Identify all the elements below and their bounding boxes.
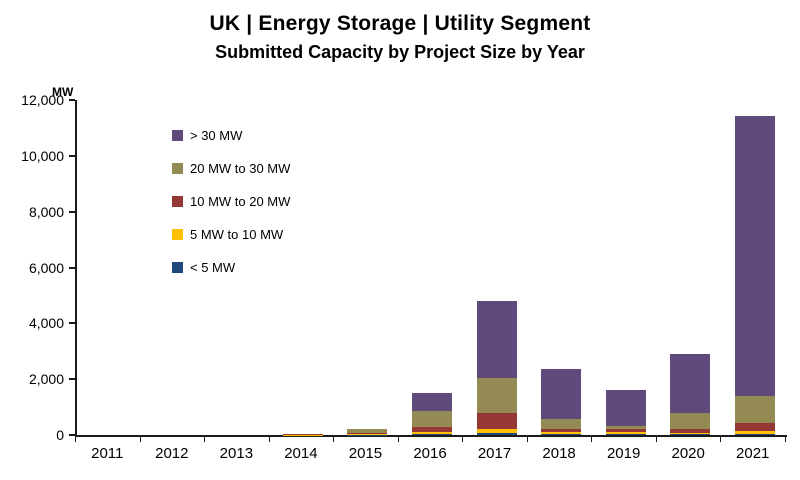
bar-segment bbox=[541, 428, 582, 433]
bar-segment bbox=[476, 301, 517, 379]
y-tick-label: 0 bbox=[56, 427, 64, 443]
bar-segment bbox=[541, 418, 582, 429]
x-axis-label: 2012 bbox=[155, 445, 189, 462]
bar-segment bbox=[476, 432, 517, 435]
x-axis-label: 2020 bbox=[671, 445, 705, 462]
y-tick-mark bbox=[69, 434, 75, 436]
bar-segment bbox=[734, 395, 775, 423]
bar-segment bbox=[282, 433, 323, 435]
chart-subtitle: Submitted Capacity by Project Size by Ye… bbox=[215, 42, 585, 62]
x-tick-mark bbox=[75, 437, 76, 442]
legend-item: > 30 MW bbox=[172, 128, 290, 143]
y-tick-mark bbox=[69, 210, 75, 213]
legend-label: 5 MW to 10 MW bbox=[190, 227, 284, 242]
legend-item: 20 MW to 30 MW bbox=[172, 161, 290, 176]
chart-legend: > 30 MW 20 MW to 30 MW 10 MW to 20 MW 5 MW … bbox=[172, 128, 290, 293]
bar-segment bbox=[605, 434, 646, 435]
x-tick-mark bbox=[204, 437, 206, 442]
legend-swatch-icon bbox=[172, 163, 183, 174]
y-tick-label: 6,000 bbox=[28, 259, 64, 276]
legend-swatch-icon bbox=[172, 196, 183, 207]
x-axis-label: 2017 bbox=[477, 445, 512, 462]
x-axis-label: 2019 bbox=[606, 445, 641, 462]
y-tick-label: 8,000 bbox=[28, 203, 64, 220]
legend-swatch-icon bbox=[172, 130, 183, 141]
plot-area: > 30 MW 20 MW to 30 MW 10 MW to 20 MW 5 MW … bbox=[75, 100, 787, 437]
x-axis-label: 2016 bbox=[413, 445, 447, 462]
legend-swatch-icon bbox=[172, 229, 183, 240]
bar-segment bbox=[412, 431, 452, 435]
y-tick-label: 2,000 bbox=[28, 371, 64, 388]
y-tick-mark bbox=[69, 154, 75, 157]
bar-segment bbox=[734, 430, 775, 435]
legend-item: < 5 MW bbox=[172, 260, 290, 275]
legend-label: 10 MW to 20 MW bbox=[190, 194, 291, 209]
y-tick-mark bbox=[69, 322, 75, 325]
x-tick-mark bbox=[397, 437, 399, 442]
x-tick-mark bbox=[655, 437, 657, 442]
y-tick-label: 12,000 bbox=[21, 92, 64, 108]
bar-segment bbox=[605, 432, 646, 435]
bar-segment bbox=[541, 432, 582, 435]
x-tick-mark bbox=[139, 437, 141, 442]
bar-segment bbox=[541, 434, 582, 435]
bar-segment bbox=[541, 368, 582, 419]
bar-segment bbox=[476, 413, 517, 429]
bar-segment bbox=[476, 378, 517, 414]
y-tick-mark bbox=[69, 99, 75, 101]
bar-segment bbox=[412, 392, 452, 411]
x-tick-mark bbox=[785, 437, 786, 442]
bar-segment bbox=[412, 410, 452, 428]
legend-label: < 5 MW bbox=[190, 260, 236, 275]
x-axis-label: 2015 bbox=[348, 445, 383, 462]
bar-segment bbox=[670, 432, 711, 435]
legend-label: > 30 MW bbox=[190, 128, 243, 143]
bar-segment bbox=[412, 434, 452, 435]
x-tick-mark bbox=[462, 437, 464, 442]
bar-segment bbox=[734, 434, 775, 435]
x-axis-label: 2011 bbox=[91, 445, 124, 462]
y-tick-mark bbox=[69, 378, 75, 381]
bar-segment bbox=[347, 434, 388, 435]
bar-segment bbox=[670, 434, 711, 435]
x-tick-mark bbox=[333, 437, 335, 442]
y-tick-mark bbox=[69, 266, 75, 269]
legend-label: 20 MW to 30 MW bbox=[190, 161, 291, 176]
bar-segment bbox=[347, 429, 388, 434]
x-axis-label: 2021 bbox=[736, 445, 770, 462]
x-tick-mark bbox=[268, 437, 270, 442]
bar-segment bbox=[670, 353, 711, 414]
bar-segment bbox=[347, 433, 388, 435]
legend-item: 5 MW to 10 MW bbox=[172, 227, 290, 242]
x-tick-mark bbox=[591, 437, 593, 442]
y-axis-unit-label: MW bbox=[52, 85, 74, 99]
bar-segment bbox=[670, 413, 711, 429]
legend-swatch-icon bbox=[172, 262, 183, 273]
chart-title: UK | Energy Storage | Utility Segment bbox=[209, 12, 591, 35]
bar-segment bbox=[734, 423, 775, 431]
x-axis-label: 2013 bbox=[219, 445, 254, 462]
bar-segment bbox=[476, 428, 517, 433]
bar-segment bbox=[605, 428, 646, 433]
x-axis-label: 2018 bbox=[542, 445, 576, 462]
legend-item: 10 MW to 20 MW bbox=[172, 194, 290, 209]
bar-segment bbox=[734, 116, 775, 396]
bar-segment bbox=[605, 389, 646, 426]
bar-segment bbox=[670, 428, 711, 433]
x-tick-mark bbox=[720, 437, 722, 442]
x-axis-label: 2014 bbox=[284, 445, 318, 462]
y-tick-label: 10,000 bbox=[21, 147, 64, 164]
bar-segment bbox=[412, 427, 452, 432]
y-tick-label: 4,000 bbox=[28, 315, 64, 332]
bar-segment bbox=[605, 425, 646, 429]
x-tick-mark bbox=[526, 437, 528, 442]
